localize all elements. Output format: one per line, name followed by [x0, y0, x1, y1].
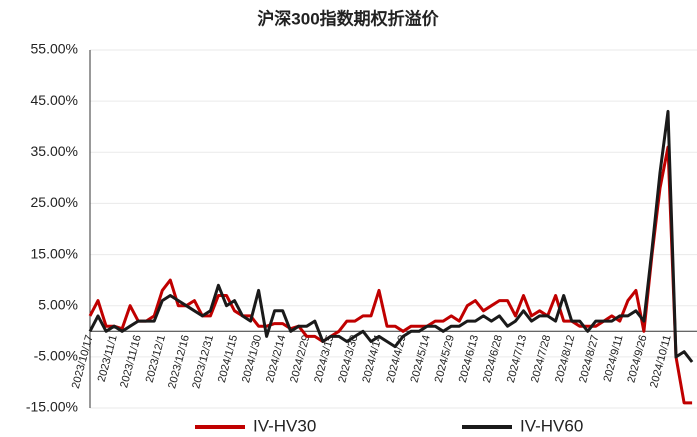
series-line	[88, 109, 694, 363]
x-tick-label: 2024/6/13	[457, 334, 481, 384]
y-tick-label: -5.00%	[34, 348, 78, 364]
x-tick-label: 2024/5/14	[409, 334, 433, 384]
x-tick-label: 2024/2/29	[288, 334, 312, 384]
x-tick-label: 2023/12/1	[144, 334, 168, 384]
x-tick-label: 2024/1/30	[240, 334, 264, 384]
x-tick-label: 2024/8/27	[577, 334, 601, 384]
x-tick-label: 2024/5/29	[433, 334, 457, 384]
y-tick-label: 25.00%	[31, 194, 78, 210]
x-tick-label: 2023/12/16	[166, 334, 192, 390]
x-tick-label: 2024/2/14	[264, 334, 288, 384]
y-tick-label: 55.00%	[31, 41, 78, 57]
x-tick-label: 2024/7/13	[505, 334, 529, 384]
x-tick-label: 2024/10/11	[648, 334, 674, 390]
x-tick-label: 2023/11/16	[118, 334, 144, 390]
x-tick-label: 2024/9/26	[625, 334, 649, 384]
x-tick-label: 2024/8/12	[553, 334, 577, 384]
x-tick-label: 2023/11/1	[96, 334, 120, 384]
x-tick-label: 2024/6/28	[481, 334, 505, 384]
x-tick-label: 2023/12/31	[190, 334, 216, 390]
y-tick-label: 45.00%	[31, 92, 78, 108]
y-tick-label: 5.00%	[38, 296, 78, 312]
y-tick-label: -15.00%	[26, 399, 78, 415]
y-tick-label: 35.00%	[31, 143, 78, 159]
legend-label: IV-HV60	[520, 416, 583, 435]
x-tick-label: 2024/1/15	[216, 334, 240, 384]
x-tick-label: 2024/7/28	[529, 334, 553, 384]
legend-label: IV-HV30	[253, 416, 316, 435]
chart-title: 沪深300指数期权折溢价	[257, 8, 439, 28]
y-tick-label: 15.00%	[31, 245, 78, 261]
x-tick-label: 2024/9/11	[602, 334, 626, 384]
